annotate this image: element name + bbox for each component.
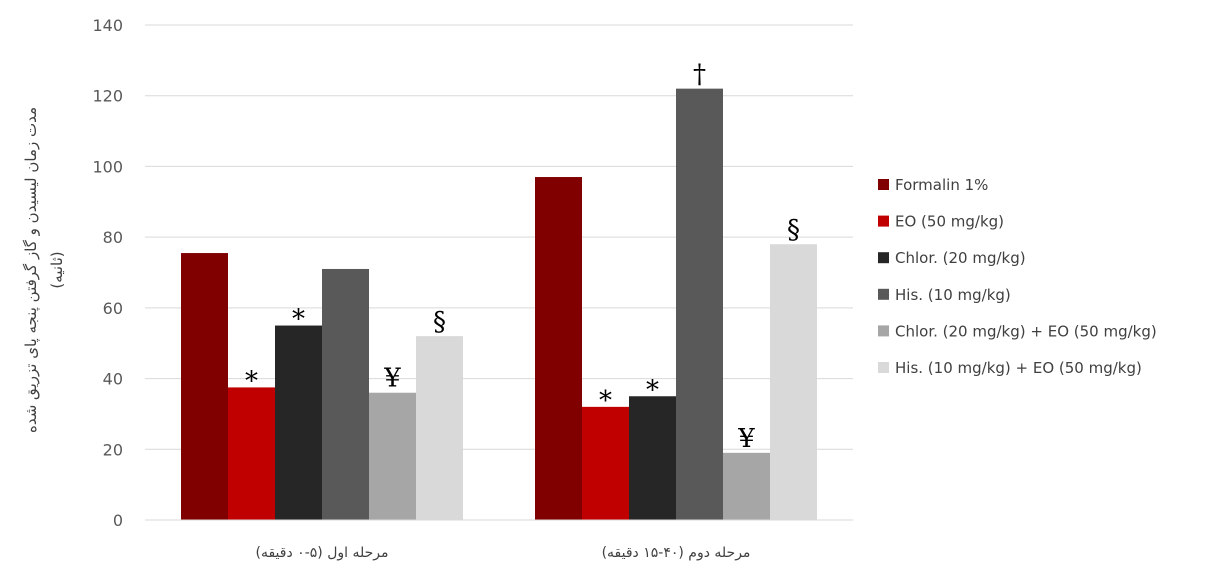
bar [770, 244, 817, 520]
x-axis-categories: مرحله اول (۵-۰ دقیقه) مرحله دوم (۴۰-۱۵ دق… [256, 545, 751, 561]
y-axis-title: مدت زمان لیسیدن و گاز گرفتن پنجه پای تزر… [22, 107, 66, 433]
gridlines [145, 24, 853, 450]
bar [369, 392, 416, 520]
bar [275, 325, 322, 520]
legend-swatch [878, 215, 889, 227]
legend-swatch [878, 362, 889, 373]
significance-markers: * * ¥ § * * † ¥ § [245, 60, 800, 454]
significance-marker: ¥ [737, 424, 755, 454]
significance-marker: * [292, 305, 305, 335]
legend-swatch [878, 252, 889, 264]
legend-label: Formalin 1% [895, 176, 988, 194]
y-tick-label: 120 [92, 87, 123, 106]
bar [322, 268, 369, 520]
x-category-label: مرحله اول (۵-۰ دقیقه) [256, 545, 389, 561]
legend-swatch [878, 179, 889, 190]
bar [676, 88, 723, 521]
y-tick-label: 80 [103, 228, 123, 247]
x-category-label: مرحله دوم (۴۰-۱۵ دقیقه) [602, 545, 751, 561]
legend-label: His. (10 mg/kg) + EO (50 mg/kg) [895, 359, 1142, 377]
bar [181, 253, 228, 520]
significance-marker: * [599, 386, 612, 416]
y-tick-label: 20 [103, 440, 123, 459]
bar [629, 396, 676, 520]
bar [535, 177, 582, 521]
bar [723, 452, 770, 520]
significance-marker: * [245, 366, 258, 396]
bars [181, 88, 817, 521]
y-axis-ticks: 0 20 40 60 80 100 120 140 [92, 16, 123, 530]
legend-label: Chlor. (20 mg/kg) [895, 249, 1026, 267]
y-tick-label: 40 [103, 370, 123, 389]
legend: Formalin 1% EO (50 mg/kg) Chlor. (20 mg/kg… [878, 176, 1157, 377]
bar [582, 406, 629, 520]
bar [228, 387, 275, 520]
legend-label: Chlor. (20 mg/kg) + EO (50 mg/kg) [895, 322, 1157, 340]
y-tick-label: 0 [113, 511, 123, 530]
legend-label: EO (50 mg/kg) [895, 213, 1004, 231]
y-axis-title-line-1: مدت زمان لیسیدن و گاز گرفتن پنجه پای تزر… [22, 107, 41, 433]
legend-label: His. (10 mg/kg) [895, 286, 1011, 304]
significance-marker: ¥ [383, 364, 401, 394]
significance-marker: § [787, 215, 800, 245]
bar [416, 336, 463, 520]
significance-marker: † [693, 60, 706, 90]
legend-swatch [878, 288, 889, 300]
y-axis-title-line-2: (ثانیه) [48, 251, 66, 288]
legend-swatch [878, 325, 889, 337]
y-tick-label: 60 [103, 299, 123, 318]
significance-marker: § [433, 307, 446, 337]
y-tick-label: 100 [92, 157, 123, 176]
significance-marker: * [646, 375, 659, 405]
y-tick-label: 140 [92, 16, 123, 35]
